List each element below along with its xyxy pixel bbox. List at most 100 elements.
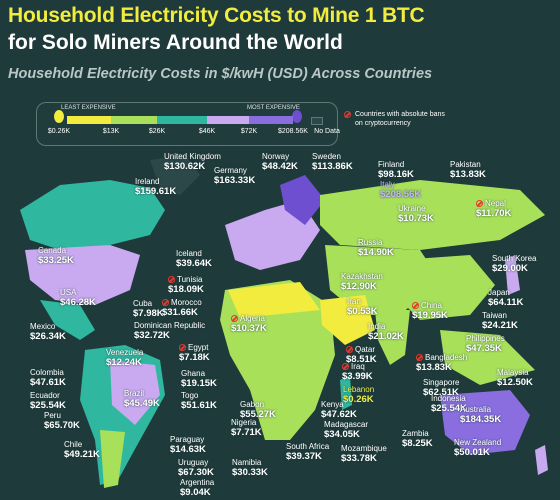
lightbulb-yellow-icon: [54, 110, 64, 123]
country-name: Philippines: [466, 334, 505, 343]
country-label: Indonesia $25.54K: [431, 394, 467, 414]
country-label: Mexico $26.34K: [30, 322, 66, 342]
country-name: Tunisia: [168, 275, 204, 285]
legend-tick: $26K: [148, 128, 166, 135]
country-value: $208.56K: [380, 189, 422, 200]
country-name: Iraq: [342, 362, 373, 372]
country-value: $46.28K: [60, 297, 96, 308]
country-label: Tunisia $18.09K: [168, 275, 204, 295]
country-value: $0.26K: [343, 394, 374, 405]
country-label: Italy $208.56K: [380, 180, 421, 200]
country-label: Russia $14.90K: [358, 238, 394, 258]
country-value: $19.15K: [181, 378, 217, 389]
legend-no-data-swatch: [311, 117, 323, 125]
country-value: $32.72K: [134, 330, 170, 341]
country-label: Kenya $47.62K: [321, 400, 357, 420]
country-value: $21.02K: [368, 331, 404, 342]
ban-icon: [168, 276, 175, 283]
country-value: $10.73K: [398, 213, 434, 224]
country-label: Colombia $47.61K: [30, 368, 66, 388]
region-southeast-asia: [440, 330, 535, 385]
region-greenland: [150, 155, 200, 195]
country-label: Cuba $7.98K: [133, 299, 164, 319]
country-label: Chile $49.21K: [64, 440, 100, 460]
color-legend: LEAST EXPENSIVE MOST EXPENSIVE $0.26K $1…: [36, 102, 340, 146]
country-name: Egypt: [179, 343, 210, 353]
country-name: Madagascar: [324, 420, 369, 429]
country-value: $62.51K: [423, 387, 459, 398]
country-label: Gabon $55.27K: [240, 400, 276, 420]
country-value: $50.01K: [454, 447, 490, 458]
country-value: $18.09K: [168, 284, 204, 295]
country-value: $8.51K: [346, 354, 377, 365]
country-name: Mozambique: [341, 444, 387, 453]
country-name: Norway: [262, 152, 290, 161]
country-name: Malaysia: [497, 368, 529, 377]
lightbulb-purple-icon: [292, 110, 302, 123]
country-value: $7.71K: [231, 427, 262, 438]
country-label: Ukraine $10.73K: [398, 204, 434, 224]
country-value: $12.24K: [106, 357, 142, 368]
region-africa: [220, 280, 335, 440]
title-line-1: Household Electricity Costs to Mine 1 BT…: [8, 4, 425, 27]
country-label: Canada $33.25K: [38, 246, 74, 266]
country-label: Madagascar $34.05K: [324, 420, 368, 440]
country-value: $48.42K: [262, 161, 298, 172]
ban-icon: [179, 344, 186, 351]
country-name: Singapore: [423, 378, 460, 387]
country-name: Cuba: [133, 299, 153, 308]
country-name: Bangladesh: [416, 353, 467, 363]
legend-tick: $0.26K: [47, 128, 71, 135]
country-value: $8.25K: [402, 438, 433, 449]
region-scandinavia: [280, 175, 325, 225]
country-label: Argentina $9.04K: [180, 478, 214, 498]
country-name: Finland: [378, 160, 405, 169]
country-label: United Kingdom $130.62K: [164, 152, 221, 172]
legend-swatch-4: [207, 116, 249, 124]
country-value: $45.49K: [124, 398, 160, 409]
country-value: $9.04K: [180, 487, 211, 498]
ban-icon: [162, 299, 169, 306]
country-value: $7.98K: [133, 308, 164, 319]
subtitle: Household Electricity Costs in $/kwH (US…: [8, 66, 433, 82]
country-value: $98.16K: [378, 169, 414, 180]
region-argentina: [100, 430, 125, 488]
country-value: $3.99K: [342, 371, 373, 382]
country-value: $7.18K: [179, 352, 210, 363]
country-label: Ghana $19.15K: [181, 369, 217, 389]
country-name: United Kingdom: [164, 152, 221, 161]
country-label: Iraq $3.99K: [342, 362, 373, 382]
region-canada: [20, 180, 165, 250]
country-value: $65.70K: [44, 420, 80, 431]
country-value: $67.30K: [178, 467, 214, 478]
country-label: Philippines $47.35K: [466, 334, 505, 354]
country-value: $0.53K: [347, 306, 378, 317]
country-value: $184.35K: [460, 414, 502, 425]
country-name: Gabon: [240, 400, 265, 409]
country-label: Pakistan $13.83K: [450, 160, 486, 180]
country-value: $39.37K: [286, 451, 322, 462]
legend-most-label: MOST EXPENSIVE: [247, 105, 300, 111]
region-madagascar: [340, 375, 352, 410]
region-japan: [505, 255, 520, 295]
country-name: Ecuador: [30, 391, 60, 400]
country-value: $113.86K: [312, 161, 353, 172]
country-value: $19.95K: [412, 310, 448, 321]
country-name: Peru: [44, 411, 61, 420]
country-label: Zambia $8.25K: [402, 429, 433, 449]
country-value: $12.90K: [341, 281, 377, 292]
country-value: $33.25K: [38, 255, 74, 266]
legend-swatch-3: [157, 116, 207, 124]
country-name: New Zealand: [454, 438, 502, 447]
country-name: Russia: [358, 238, 383, 247]
country-name: Togo: [181, 391, 199, 400]
country-value: $13.83K: [416, 362, 452, 373]
country-value: $14.63K: [170, 444, 206, 455]
country-label: Algeria $10.37K: [231, 314, 267, 334]
country-value: $11.70K: [476, 208, 512, 219]
country-label: Sweden $113.86K: [312, 152, 353, 172]
country-label: Nigeria $7.71K: [231, 418, 262, 438]
country-label: Togo $51.61K: [181, 391, 217, 411]
country-name: Zambia: [402, 429, 429, 438]
legend-tick: No Data: [314, 128, 340, 135]
